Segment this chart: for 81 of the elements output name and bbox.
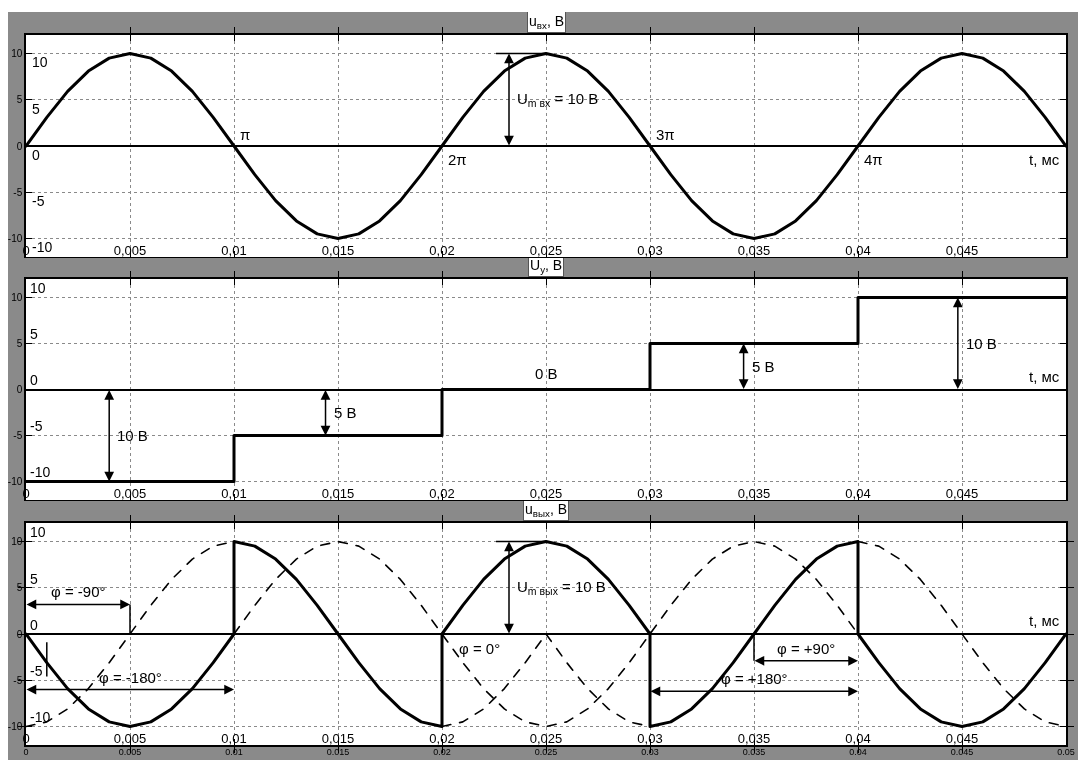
annotation: 5 В [334, 404, 357, 421]
annotation: φ = +90° [777, 640, 836, 657]
chart-title: U$_{у}$, В [530, 257, 563, 275]
x-tick-label: 0,045 [945, 731, 979, 747]
y2-tick-label: 5 [32, 100, 40, 117]
annotation: 4π [864, 151, 883, 168]
y2-tick-label: 0 [30, 616, 38, 633]
annotation: 5 В [752, 358, 775, 375]
x-tick-label: 0,035 [737, 731, 771, 747]
annotation: 2π [448, 151, 467, 168]
chart-title: u$_{вых}$, В [525, 501, 568, 519]
x-tick-label: 0,035 [737, 243, 771, 259]
x-tick-label: 0,02 [429, 731, 455, 747]
y2-tick-label: 5 [30, 570, 38, 587]
annotation: φ = -180° [99, 669, 162, 686]
y-tick-label: -5 [13, 186, 23, 198]
x-tick-label: 0,04 [845, 486, 871, 502]
x-tick-label: 0,005 [113, 243, 147, 259]
x-tick-label: 0,04 [845, 243, 871, 259]
x2-tick-label: 0.04 [849, 747, 867, 757]
x-tick-label: 0,025 [529, 731, 563, 747]
x-tick-label: 0,025 [529, 486, 563, 502]
y2-tick-label: 5 [30, 326, 38, 343]
x-tick-label: 0,015 [321, 243, 355, 259]
x-tick-label: 0,01 [221, 731, 247, 747]
annotation: φ = 0° [459, 640, 501, 657]
annotation: 10 В [117, 427, 148, 444]
y-tick-label: -10 [7, 233, 23, 244]
y-tick-label: 0 [16, 384, 23, 395]
annotation: 10 В [966, 335, 997, 352]
y-tick-label: 5 [16, 94, 23, 106]
y2-tick-label: 0 [30, 372, 38, 389]
x-axis-title: t, мс [1029, 368, 1060, 385]
x-axis-title: t, мс [1029, 612, 1060, 629]
x-tick-label: 0,01 [221, 486, 247, 502]
x2-tick-label: 0.05 [1057, 747, 1075, 757]
y2-tick-label: -5 [30, 418, 43, 435]
y2-tick-label: -5 [32, 193, 45, 210]
x-tick-label: 0,045 [945, 243, 979, 259]
annotation: φ = +180° [721, 670, 788, 687]
y-tick-label: -10 [7, 476, 23, 488]
annotation: 3π [656, 126, 675, 143]
x2-tick-label: 0.03 [641, 747, 659, 757]
x-tick-label: 0,02 [429, 243, 455, 259]
x-tick-label: 0,005 [113, 486, 147, 502]
y-tick-label: 10 [11, 48, 23, 59]
y2-tick-label: 0 [32, 146, 40, 163]
y-tick-label: 0 [16, 140, 23, 152]
annotation: U$_{m вх}$ = 10 В [517, 90, 599, 110]
x2-tick-label: 0.01 [225, 747, 243, 757]
y-tick-label: -5 [13, 430, 23, 442]
x-tick-label: 0,03 [637, 243, 663, 259]
x-axis-title: t, мс [1029, 151, 1060, 168]
annotation: φ = -90° [51, 583, 106, 600]
chart-title: u$_{вх}$, В [529, 13, 565, 31]
y2-tick-label: -5 [30, 663, 43, 680]
x-tick-label: 0,04 [845, 731, 871, 747]
y2-tick-label: 10 [32, 54, 48, 71]
x-tick-label: 0,005 [113, 731, 147, 747]
x-tick-label: 0,01 [221, 243, 247, 259]
y2-tick-label: -10 [30, 709, 51, 726]
y-tick-label: -10 [7, 721, 23, 732]
y2-tick-label: 10 [30, 524, 46, 541]
x2-tick-label: 0.02 [433, 747, 451, 757]
y-tick-label: 10 [11, 291, 23, 303]
annotation: π [240, 126, 251, 143]
x-tick-label: 0,015 [321, 486, 355, 502]
y-tick-label: 5 [16, 337, 23, 349]
x-tick-label: 0,02 [429, 486, 455, 502]
x-tick-label: 0,015 [321, 731, 355, 747]
y2-tick-label: -10 [30, 464, 51, 481]
annotation: U$_{m вых}$ = 10 В [517, 578, 606, 598]
x-tick-label: 0,03 [637, 486, 663, 502]
y-tick-label: 10 [11, 536, 23, 547]
y2-tick-label: -10 [32, 239, 53, 256]
annotation: 0 В [535, 365, 558, 382]
x-tick-label: 0,03 [637, 731, 663, 747]
x-tick-label: 0,025 [529, 243, 563, 259]
x-tick-label: 0,035 [737, 486, 771, 502]
x-tick-label: 0,045 [945, 486, 979, 502]
y2-tick-label: 10 [30, 280, 46, 297]
